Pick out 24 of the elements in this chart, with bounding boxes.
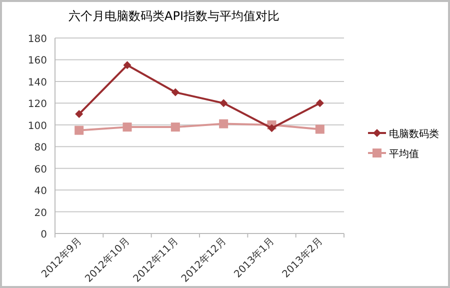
point — [122, 122, 132, 132]
point — [123, 61, 132, 70]
y-tick-label: 160 — [28, 56, 47, 67]
point — [316, 99, 324, 108]
y-tick-label: 80 — [34, 142, 47, 154]
point — [170, 122, 180, 132]
point — [75, 110, 84, 118]
point — [74, 126, 84, 135]
point — [315, 124, 324, 134]
legend-label: 平均值 — [389, 148, 419, 160]
point — [220, 99, 228, 108]
y-tick-label: 0 — [40, 230, 47, 240]
legend-label: 电脑数码类 — [389, 128, 439, 140]
point — [219, 119, 228, 128]
y-tick-label: 100 — [28, 120, 47, 132]
y-tick-label: 40 — [34, 186, 47, 198]
y-tick-label: 180 — [28, 34, 47, 45]
point — [171, 88, 180, 96]
point — [268, 124, 276, 132]
chart-title: 六个月电脑数码类API指数与平均值对比 — [68, 9, 280, 23]
y-tick-label: 120 — [28, 99, 47, 110]
y-tick-label: 140 — [28, 77, 47, 88]
y-tick-label: 20 — [34, 208, 47, 219]
y-tick-label: 60 — [34, 164, 47, 176]
